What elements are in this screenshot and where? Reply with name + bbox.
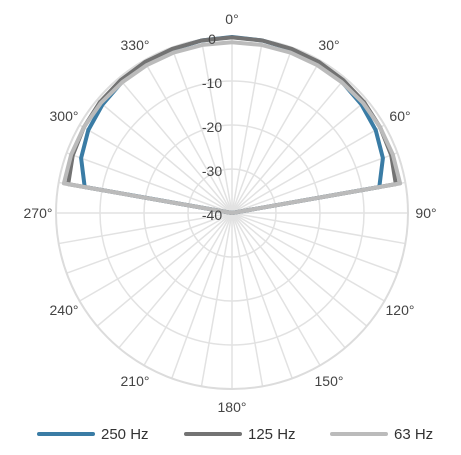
radial-tick-label: 0 — [208, 31, 216, 47]
angle-tick-label: 120° — [386, 302, 415, 318]
angle-tick-label: 330° — [121, 37, 150, 53]
grid-ring — [187, 168, 277, 258]
legend-item[interactable]: 125 Hz — [184, 424, 296, 444]
legend-swatch — [37, 432, 95, 436]
angle-tick-label: 270° — [24, 205, 53, 221]
series-lines — [61, 35, 403, 215]
angle-tick-label: 240° — [50, 302, 79, 318]
legend-item[interactable]: 63 Hz — [330, 424, 433, 444]
angle-tick-label: 180° — [218, 399, 247, 415]
angle-tick-label: 30° — [318, 37, 339, 53]
angle-tick-label: 150° — [315, 373, 344, 389]
grid-ring — [99, 80, 365, 346]
legend: 250 Hz 125 Hz 63 Hz — [0, 420, 461, 450]
series-line-63-hz — [61, 40, 403, 215]
angle-tick-label: 90° — [415, 205, 436, 221]
legend-item[interactable]: 250 Hz — [37, 424, 149, 444]
polar-grid — [55, 36, 409, 390]
radial-tick-label: -40 — [202, 207, 222, 223]
angle-tick-label: 60° — [389, 108, 410, 124]
legend-swatch — [184, 432, 242, 436]
legend-label: 250 Hz — [101, 425, 149, 443]
radial-tick-label: -10 — [202, 75, 222, 91]
angle-tick-label: 300° — [50, 108, 79, 124]
radial-tick-label: -30 — [202, 163, 222, 179]
angle-tick-label: 0° — [225, 11, 238, 27]
angle-tick-label: 210° — [121, 373, 150, 389]
axis-labels: 0° 30° 60° 90° 120° 150° 180° 210° 240° 270° 300° 3… — [24, 11, 437, 415]
radial-tick-label: -20 — [202, 119, 222, 135]
legend-swatch — [330, 432, 388, 436]
legend-label: 125 Hz — [248, 425, 296, 443]
polar-chart: 0° 30° 60° 90° 120° 150° 180° 210° 240° 270° 300° 3… — [24, 11, 437, 415]
legend-label: 63 Hz — [394, 425, 434, 443]
grid-ring — [143, 124, 321, 302]
